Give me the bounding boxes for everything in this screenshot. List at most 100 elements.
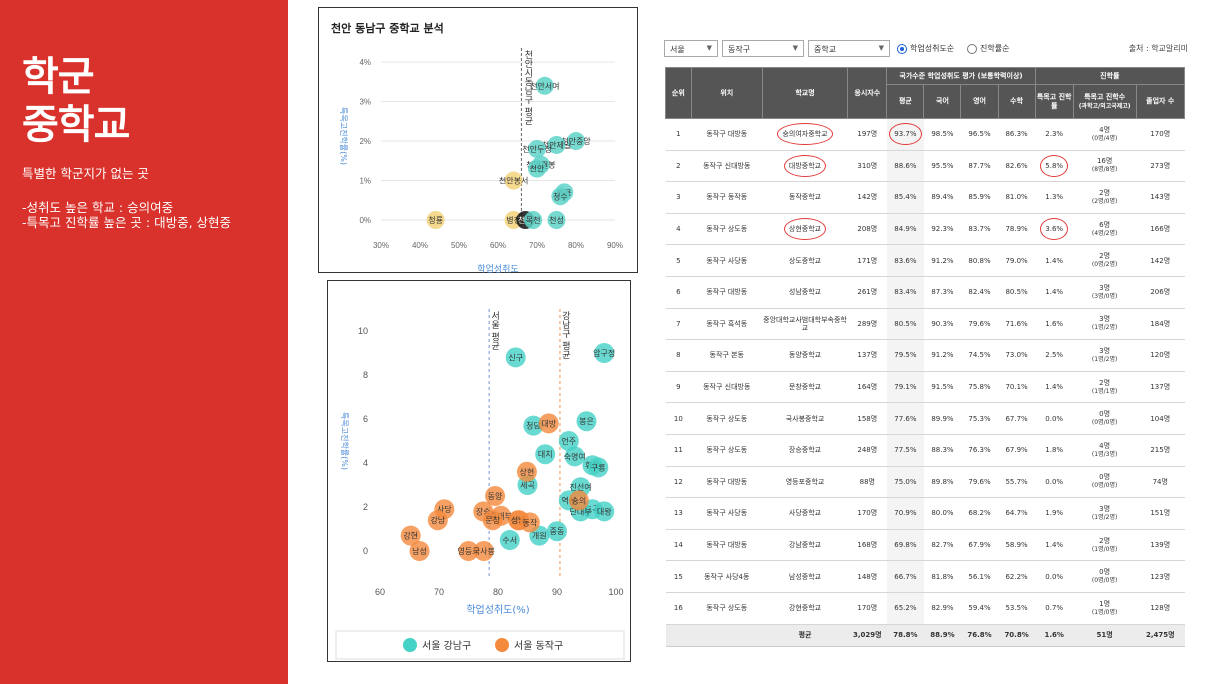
data-point-label: 숙명여 [564,451,586,461]
students-cell-value: 261명 [857,288,878,297]
level-select[interactable]: 중학교 ▼ [808,40,890,57]
special-rate-cell: 1.4% [1035,371,1074,404]
special-count-cell-value: 6명 [1099,220,1111,229]
data-point-label: 동양 [488,492,503,501]
special-count-cell: 2명 (2명/0명) [1073,181,1137,214]
data-point-label: 세곡 [520,481,535,490]
x-tick-label: 90 [552,587,562,597]
table-row: 4 동작구 상도동 상현중학교 208명 84.9% 92.3% 83.7% 78.9% 3.6… [665,213,1185,246]
location-cell-value: 동작구 상도동 [706,414,748,423]
school-name-cell: 숭의여자중학교 [762,118,848,151]
data-point-label: 사당 [437,504,452,514]
legend-label: 서울 강남구 [422,640,471,652]
y-tick-label: 10 [358,326,368,336]
table-row: 8 동작구 본동 동양중학교 137명 79.5% 91.2% 74.5% 73.0% 2.5%… [665,339,1185,372]
special-count-cell: 2명 (0명/2명) [1073,244,1137,277]
special-count-cell: 4명 (1명/3명) [1073,434,1137,467]
english-cell: 79.6% [960,308,999,341]
table-row: 2 동작구 신대방동 대방중학교 310명 88.6% 95.5% 87.7% 82.6% 5.… [665,150,1185,183]
school-name-cell: 장승중학교 [762,434,848,467]
graduates-cell-value: 142명 [1150,256,1171,265]
average-cell-value: 65.2% [894,604,917,613]
average-grad-cell: 2,475명 [1136,624,1185,647]
korean-cell: 82.7% [923,529,961,562]
english-cell: 87.7% [960,150,999,183]
korean-cell: 89.4% [923,181,961,214]
special-rate-cell: 1.4% [1035,276,1074,309]
rank-cell-value: 8 [676,351,681,360]
special-rate-cell: 2.5% [1035,339,1074,372]
graduates-cell-value: 104명 [1150,414,1171,423]
special-count-cell: 3명 (1명/2명) [1073,339,1137,372]
english-cell: 96.5% [960,118,999,151]
data-point-label: 동작 [522,517,537,527]
data-point-label: 청수 [553,192,568,201]
school-name-cell: 문창중학교 [762,371,848,404]
sort-admission-radio[interactable]: 진학률순 [967,41,1009,56]
korean-cell-value: 90.3% [931,319,954,328]
x-tick-label: 80 [493,587,503,597]
chevron-down-icon: ▼ [706,44,712,52]
school-name-cell-value: 국사봉중학교 [785,414,825,423]
x-axis-title: 학업성취도(%) [466,603,529,616]
korean-cell: 90.3% [923,308,961,341]
y-axis-title: 특목고진학률(%) [340,412,350,470]
special-count-breakdown: (0명/4명) [1091,134,1118,142]
rank-cell: 14 [665,529,692,562]
students-cell-value: 289명 [857,319,878,328]
location-cell: 동작구 사당동 [691,244,763,277]
district-select[interactable]: 동작구 ▼ [722,40,804,57]
data-point [409,541,430,561]
school-name-cell: 성남중학교 [762,276,848,309]
students-cell-value: 171명 [857,256,878,265]
x-tick-label: 50% [451,241,467,250]
city-select[interactable]: 서울 ▼ [664,40,718,57]
sort-achievement-radio[interactable]: 학업성취도순 [897,41,954,56]
special-count-cell: 6명 (4명/2명) [1073,213,1137,246]
students-cell: 148명 [847,560,887,593]
table-row: 16 동작구 상도동 강현중학교 170명 65.2% 82.9% 59.4% 53.5% 0.… [665,592,1185,625]
average-cell-value: 70.9% [894,509,917,518]
graduates-cell-value: 120명 [1150,351,1171,360]
location-cell-value: 동작구 본동 [709,351,744,360]
school-name-cell-value: 강남중학교 [788,541,822,550]
graduates-cell-value: 139명 [1150,541,1171,550]
students-cell: 142명 [847,181,887,214]
special-count-cell: 1명 (1명/0명) [1073,592,1137,625]
data-point-label: 천안 [530,164,545,174]
y-tick-label: 0 [363,546,368,556]
average-cell: 77.6% [886,402,924,435]
school-name-cell: 국사봉중학교 [762,402,848,435]
english-cell-value: 67.9% [968,541,991,550]
cheonan-chart-card: 천안 동남구 중학교 분석 0% 1% 2% 3% 4% 30% 40% 50% 60% 70% 8… [318,7,638,274]
y-tick-label: 3% [359,98,371,107]
korean-cell-value: 82.9% [931,604,954,613]
korean-cell: 87.3% [923,276,961,309]
header-korean: 국어 [923,84,962,119]
table-row: 15 동작구 사당4동 남성중학교 148명 66.7% 81.8% 56.1% 62.2% 0… [665,560,1185,593]
korean-cell-value: 89.9% [931,414,954,423]
data-point [558,431,579,451]
data-point-label: 성남 [511,516,526,525]
rank-cell-value: 2 [676,161,681,170]
x-tick-label: 90% [607,241,623,250]
special-rate-cell-value: 1.4% [1045,541,1064,550]
rank-cell-value: 15 [673,572,683,581]
data-point [473,541,494,561]
school-name-cell: 강남중학교 [762,529,848,562]
average-cell: 85.4% [886,181,924,214]
english-cell: 80.8% [960,244,999,277]
special-count-cell-value: 4명 [1099,125,1111,134]
math-cell-value: 78.9% [1005,225,1028,234]
data-point-label: 구룡 [591,463,606,472]
math-cell-value: 81.0% [1005,193,1028,202]
english-cell-value: 68.2% [968,509,991,518]
location-cell-value: 동작구 사당4동 [704,572,750,581]
students-cell-value: 148명 [857,572,878,581]
rank-cell: 10 [665,402,692,435]
korean-cell-value: 88.3% [931,446,954,455]
rank-cell-value: 11 [673,446,683,455]
students-cell: 261명 [847,276,887,309]
special-count-cell: 3명 (3명/0명) [1073,276,1137,309]
math-cell-value: 71.6% [1005,319,1028,328]
